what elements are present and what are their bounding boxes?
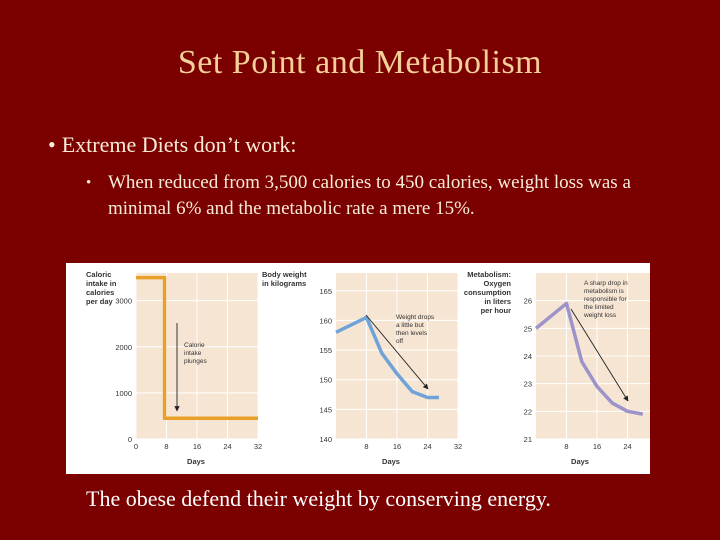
x-tick-label: 8: [564, 442, 568, 451]
y-tick-label: 25: [524, 324, 532, 333]
y-tick-label: 140: [319, 435, 332, 444]
y-tick-label: 0: [128, 435, 132, 444]
y-tick-label: 155: [319, 346, 332, 355]
x-tick-label: 8: [164, 442, 168, 451]
x-tick-label: 16: [593, 442, 601, 451]
y-tick-label: 21: [524, 435, 532, 444]
y-tick-label: 24: [524, 352, 532, 361]
series-line: [335, 315, 439, 400]
y-axis-label: Body weight in kilograms: [262, 270, 307, 288]
x-tick-label: 16: [393, 442, 401, 451]
y-axis-label: Metabolism: Oxygen consumption in liters per…: [464, 270, 512, 315]
y-tick-label: 23: [524, 380, 532, 389]
x-tick-label: 8: [364, 442, 368, 451]
bullet-text: Extreme Diets don’t work:: [61, 132, 297, 157]
series-line: [534, 301, 644, 416]
x-tick-label: 32: [454, 442, 462, 451]
y-tick-label: 22: [524, 407, 532, 416]
y-tick-label: 1000: [115, 389, 132, 398]
y-tick-label: 160: [319, 316, 332, 325]
x-tick-label: 32: [254, 442, 262, 451]
y-tick-label: 2000: [115, 343, 132, 352]
bullet-dot-icon: •: [86, 175, 92, 191]
chart-3: 8162432212223242526DaysMetabolism:Oxygen…: [464, 270, 662, 466]
annotation-text: A sharp drop in metabolism is responsible …: [583, 280, 628, 319]
slide-caption: The obese defend their weight by conserv…: [86, 486, 551, 511]
slide-title: Set Point and Metabolism: [177, 44, 543, 81]
series-line: [136, 275, 258, 420]
annotation-arrow: [365, 314, 429, 390]
sub-bullet-text: When reduced from 3,500 calories to 450 …: [108, 172, 631, 219]
annotation-text: Calorie intake plunges: [184, 342, 208, 365]
y-tick-label: 3000: [115, 297, 132, 306]
annotation-text: Weight drops a little but then levels off: [396, 314, 435, 345]
chart-2: 8 16 24 32 140 145 150 155 160 165 Days Body weight…: [262, 270, 462, 466]
sub-bullet-calorie-reduction: • When reduced from 3,500 calories to 45…: [86, 170, 686, 222]
x-tick-label: 24: [223, 442, 231, 451]
charts-svg: 0 8 16 24 32 0 1000 2000 3000 Days Caloric intake i…: [86, 270, 662, 466]
x-axis-label: Days: [187, 457, 205, 466]
bullet-dot-icon: •: [48, 132, 56, 157]
chart-1: 0 8 16 24 32 0 1000 2000 3000 Days Caloric intake i…: [86, 270, 262, 466]
y-tick-label: 26: [524, 297, 532, 306]
x-tick-label: 24: [623, 442, 631, 451]
x-axis-label: Days: [571, 457, 589, 466]
x-tick-label: 0: [134, 442, 138, 451]
bullet-extreme-diets: • Extreme Diets don’t work:: [48, 132, 297, 158]
y-axis-label: Caloric intake in calories per day: [86, 270, 117, 306]
annotation-arrow: [570, 308, 629, 402]
x-tick-label: 16: [193, 442, 201, 451]
x-axis-label: Days: [382, 457, 400, 466]
x-tick-label: 24: [423, 442, 431, 451]
chart-panel: 0 8 16 24 32 0 1000 2000 3000 Days Caloric intake i…: [66, 263, 662, 474]
y-tick-label: 150: [319, 376, 332, 385]
y-tick-label: 165: [319, 287, 332, 296]
y-tick-label: 145: [319, 405, 332, 414]
